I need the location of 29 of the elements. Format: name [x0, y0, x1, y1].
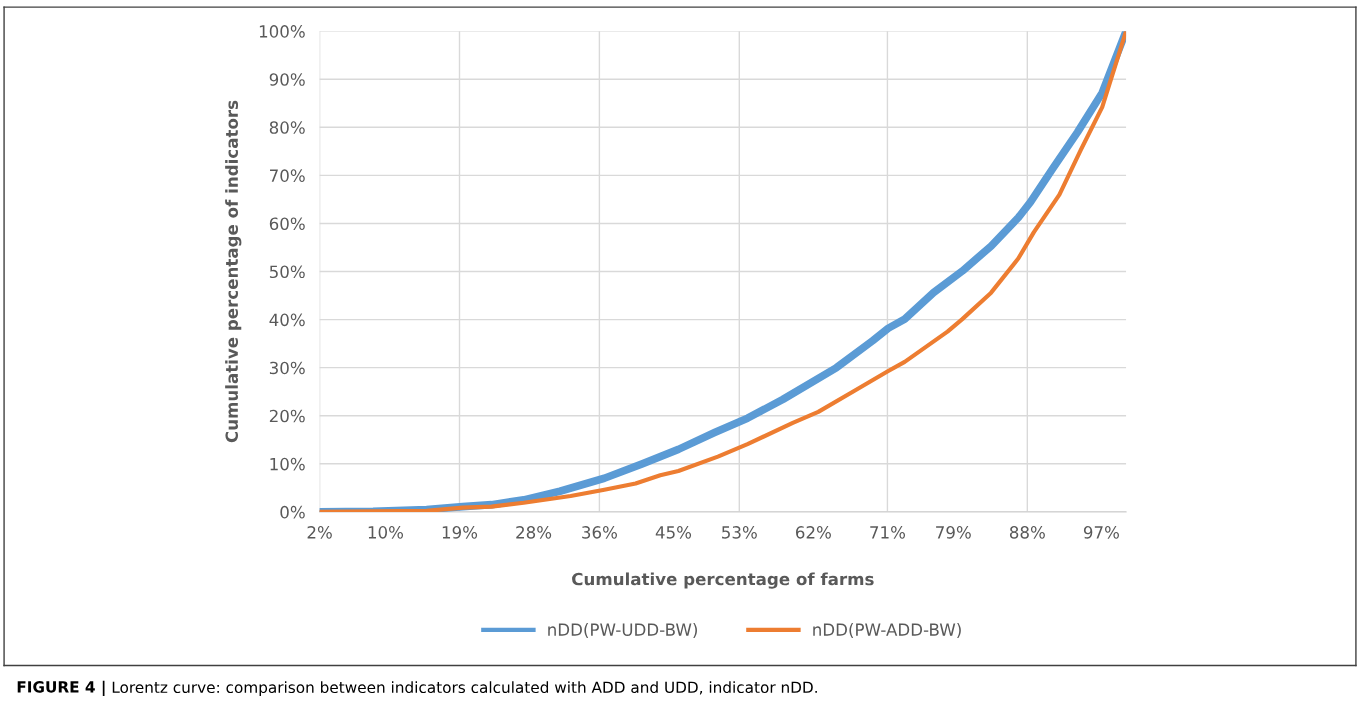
- x-tick-label: 97%: [1083, 526, 1119, 539]
- x-tick-label: 2%: [307, 526, 332, 539]
- y-tick-label: 90%: [269, 73, 305, 86]
- legend-label: nDD(PW-ADD-BW): [813, 623, 961, 638]
- y-axis-title: Cumulative percentage of indicators: [225, 100, 242, 443]
- x-tick-label: 36%: [582, 526, 617, 539]
- y-tick-label: 0%: [280, 505, 305, 519]
- y-tick-label: 30%: [269, 361, 305, 375]
- x-tick-label: 71%: [870, 526, 906, 539]
- x-tick-label: 45%: [655, 526, 692, 539]
- x-tick-label: 62%: [796, 526, 831, 539]
- x-tick-label: 28%: [516, 526, 552, 539]
- x-tick-label: 88%: [1009, 526, 1045, 539]
- x-tick-label: 10%: [368, 526, 404, 539]
- y-tick-label: 60%: [269, 217, 305, 231]
- legend-label: nDD(PW-UDD-BW): [548, 623, 697, 638]
- y-tick-label: 50%: [269, 265, 305, 279]
- y-tick-label: 10%: [270, 457, 305, 471]
- y-tick-label: 80%: [269, 121, 305, 134]
- y-tick-label: 40%: [269, 313, 305, 327]
- text: Lorentz curve: comparison between indicators calculated with ADD and UDD, indicator nDD.: [112, 681, 817, 697]
- y-tick-label: 100%: [259, 25, 305, 38]
- caption: FIGURE 4 |: [17, 680, 105, 697]
- x-tick-label: 79%: [936, 526, 971, 539]
- x-tick-label: 19%: [442, 526, 478, 539]
- x-tick-label: 53%: [722, 526, 757, 539]
- y-tick-label: 20%: [269, 409, 305, 423]
- y-tick-label: 70%: [270, 169, 305, 182]
- x-axis-title: Cumulative percentage of farms: [572, 572, 874, 589]
